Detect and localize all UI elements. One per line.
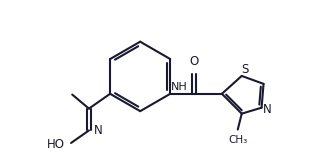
Text: O: O xyxy=(189,55,199,68)
Text: HO: HO xyxy=(47,138,65,151)
Text: N: N xyxy=(263,103,272,116)
Text: S: S xyxy=(241,63,249,76)
Text: NH: NH xyxy=(171,82,188,92)
Text: N: N xyxy=(94,124,103,137)
Text: CH₃: CH₃ xyxy=(228,136,248,146)
